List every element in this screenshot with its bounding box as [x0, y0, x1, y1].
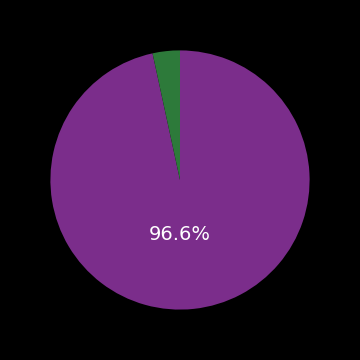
Text: 96.6%: 96.6% — [149, 225, 211, 244]
Wedge shape — [50, 50, 310, 310]
Wedge shape — [153, 50, 180, 180]
